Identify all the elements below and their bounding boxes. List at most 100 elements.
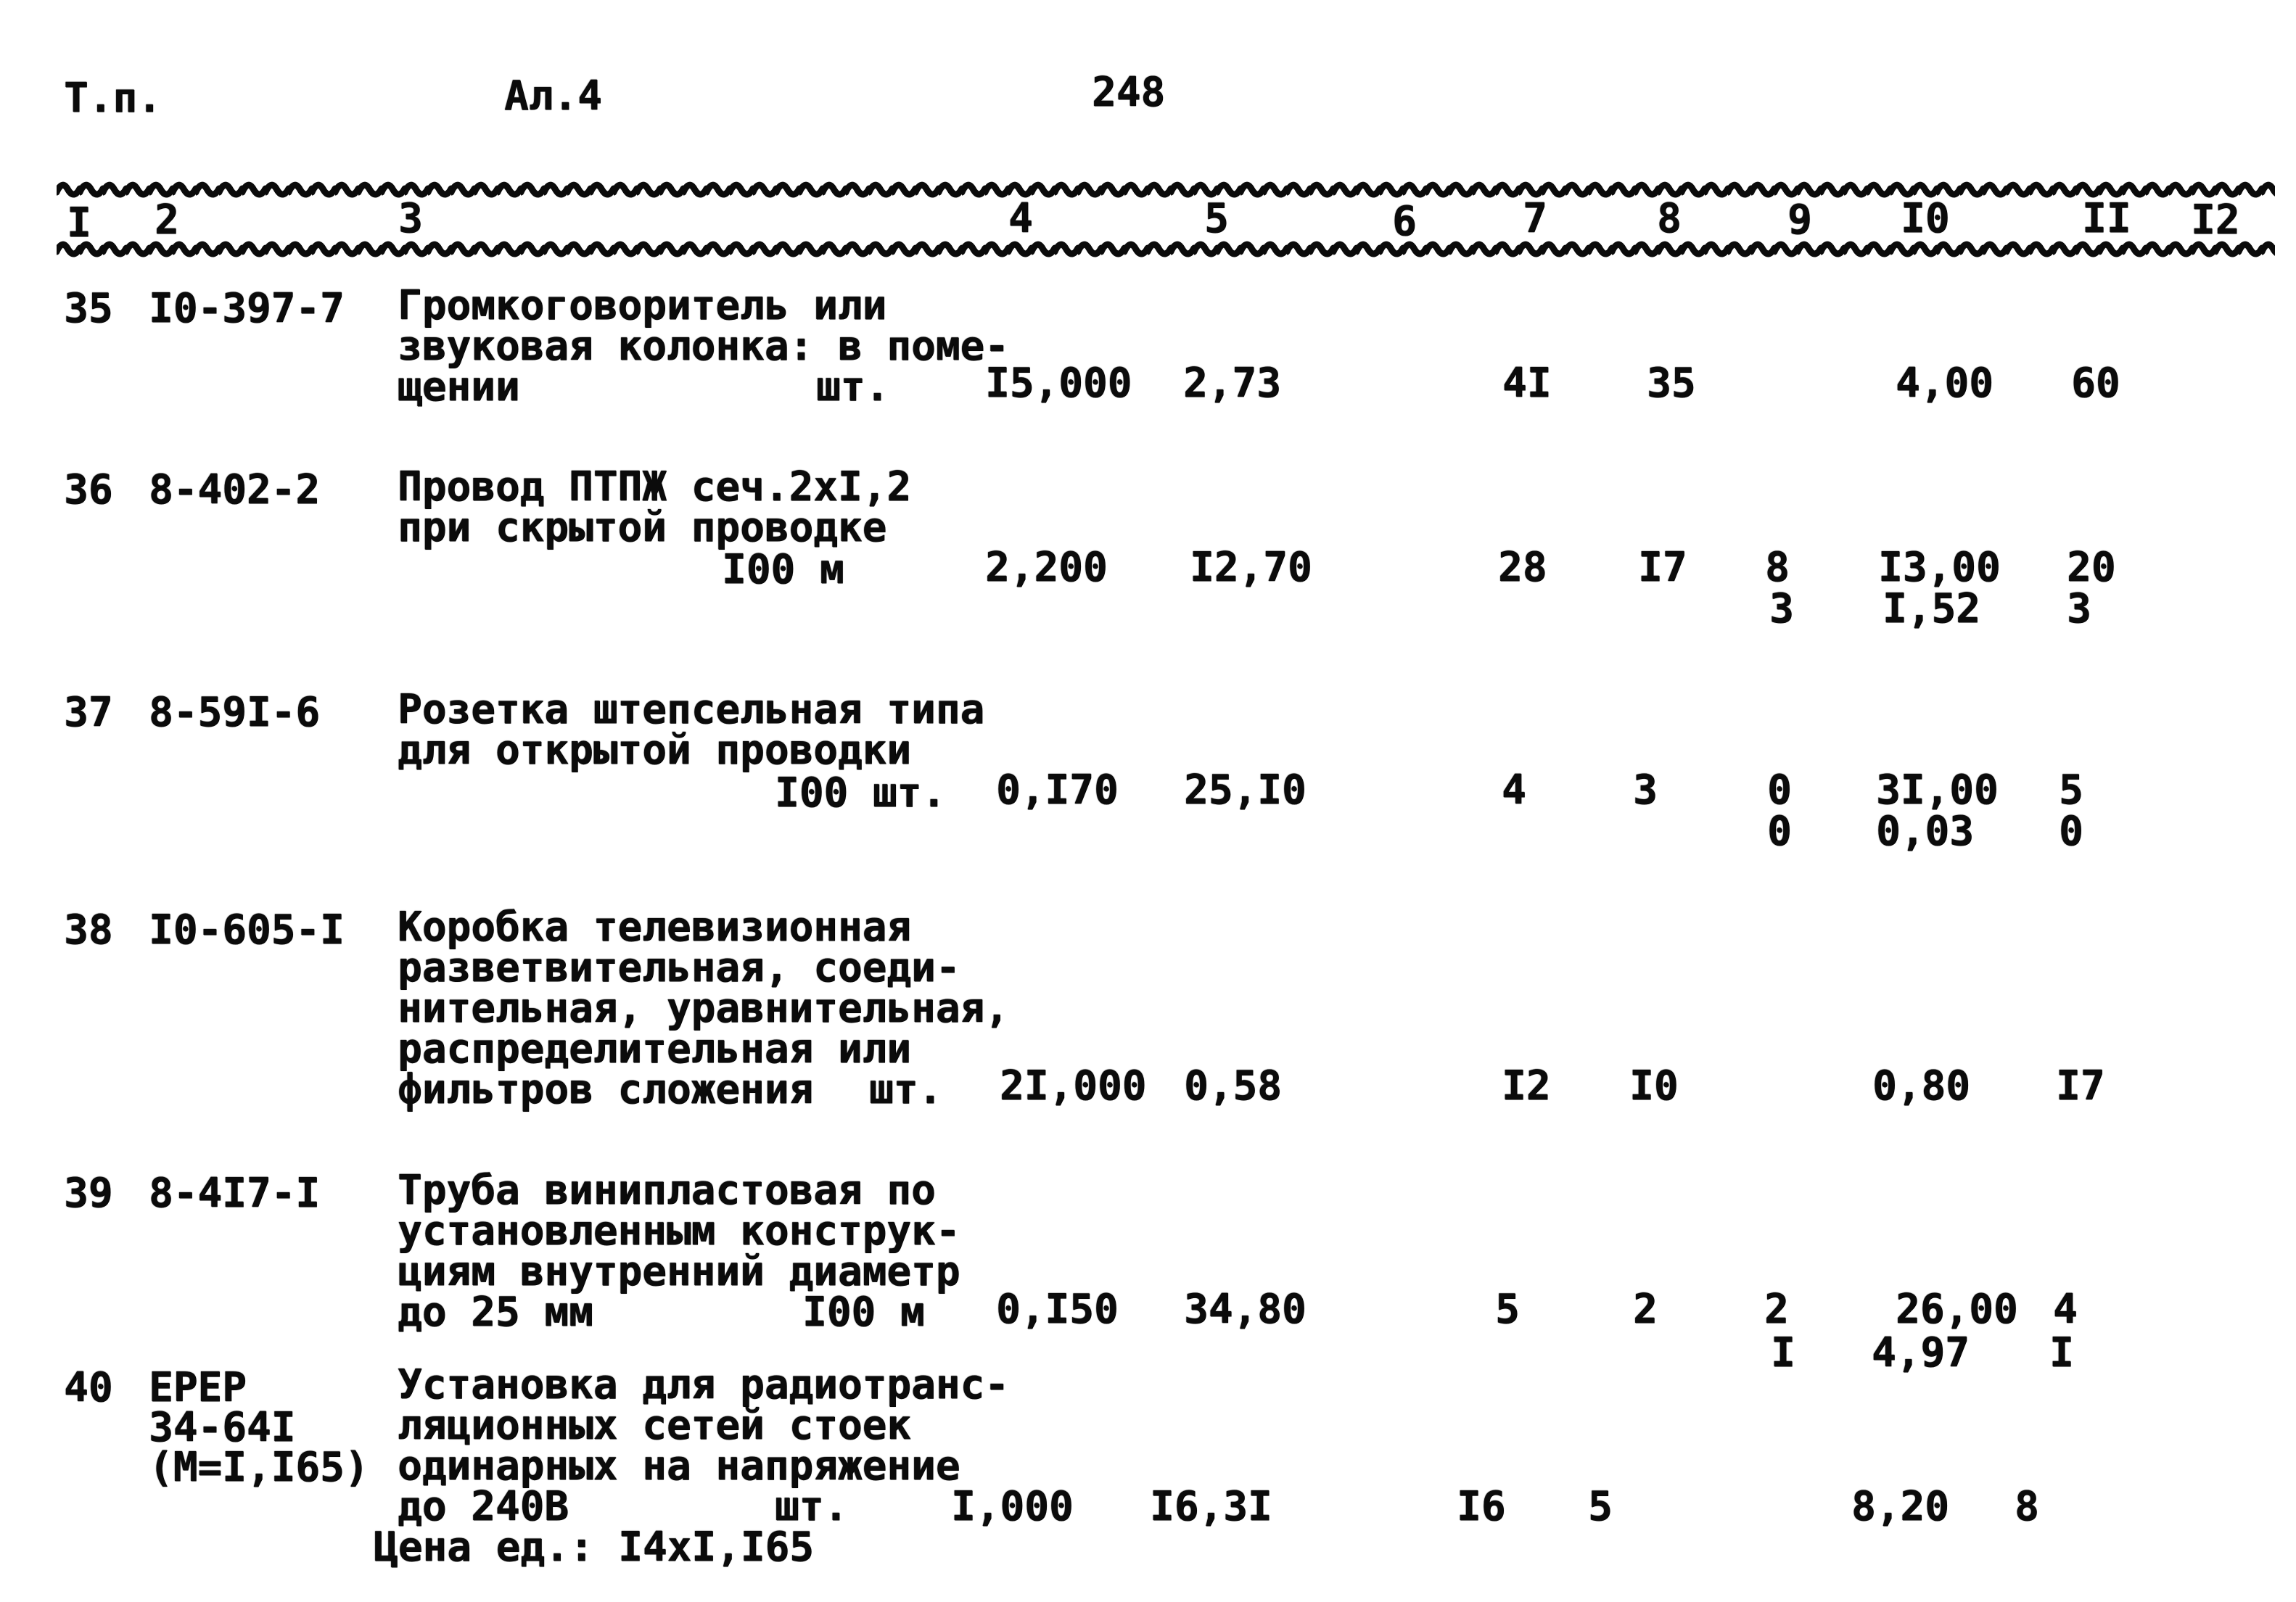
row-36-col9-line-2: 3 <box>1769 585 1794 632</box>
row-38-number: 38 <box>64 907 113 954</box>
row-39-col4-quantity: 0,I50 <box>996 1286 1119 1333</box>
row-38-col10: 0,80 <box>1872 1062 1970 1110</box>
column-header-5: 5 <box>1204 195 1229 242</box>
row-35-code: I0-397-7 <box>149 285 345 332</box>
row-39-col10-line-1: 26,00 <box>1896 1286 2018 1333</box>
row-35-col10: 4,00 <box>1896 360 1993 407</box>
row-39-desc-line-2: установленным конструк- <box>398 1207 960 1255</box>
column-header-4: 4 <box>1008 195 1033 242</box>
row-36-desc-line-1: Провод ПТПЖ сеч.2хI,2 <box>398 463 912 511</box>
page-number: 248 <box>1092 69 1166 116</box>
row-37-col10-line-2: 0,03 <box>1876 808 1974 855</box>
row-35-col4-quantity: I5,000 <box>985 360 1132 407</box>
row-36-col11-line-2: 3 <box>2067 585 2091 632</box>
row-37-col5-price: 25,I0 <box>1184 767 1307 814</box>
row-40-desc-line-4: до 240В <box>398 1483 569 1530</box>
row-36-col5-price: I2,70 <box>1190 544 1312 591</box>
row-36-unit: I00 м <box>722 546 844 593</box>
row-40-code-line-3: (М=I,I65) <box>149 1444 369 1491</box>
row-35-col5-price: 2,73 <box>1183 360 1281 407</box>
row-36-code: 8-402-2 <box>149 466 321 513</box>
row-36-col9-line-1: 8 <box>1765 544 1790 591</box>
row-38-col11: I7 <box>2056 1062 2105 1110</box>
row-39-code: 8-4I7-I <box>149 1170 321 1217</box>
column-header-10: I0 <box>1901 195 1950 242</box>
row-36-col10-line-2: I,52 <box>1883 585 1980 632</box>
row-39-number: 39 <box>64 1170 113 1217</box>
row-39-col5-price: 34,80 <box>1184 1286 1307 1333</box>
row-35-number: 35 <box>64 285 113 332</box>
row-38-unit: шт. <box>869 1066 943 1113</box>
row-37-desc-line-2: для открытой проводки <box>398 727 912 774</box>
row-38-code: I0-605-I <box>149 907 345 954</box>
row-40-col4-quantity: I,000 <box>951 1483 1074 1530</box>
row-38-col4-quantity: 2I,000 <box>1000 1062 1147 1110</box>
row-40-code-line-2: 34-64I <box>149 1404 296 1451</box>
row-37-desc-line-1: Розетка штепсельная типа <box>398 686 985 733</box>
row-39-desc-line-3: циям внутренний диаметр <box>398 1248 960 1295</box>
column-header-6: 6 <box>1392 198 1417 245</box>
row-38-col7: I2 <box>1502 1062 1551 1110</box>
row-37-col10-line-1: 3I,00 <box>1876 767 1999 814</box>
table-top-rule <box>57 178 2275 199</box>
row-38-col8: I0 <box>1629 1062 1679 1110</box>
row-36-col8: I7 <box>1638 544 1687 591</box>
column-header-9: 9 <box>1787 197 1812 244</box>
row-39-col11-line-2: I <box>2049 1329 2074 1376</box>
row-38-col5-price: 0,58 <box>1184 1062 1282 1110</box>
row-35-desc-line-1: Громкоговоритель или <box>398 282 887 329</box>
table-header-rule <box>57 237 2275 259</box>
column-header-12: I2 <box>2191 197 2240 244</box>
row-39-col7: 5 <box>1495 1286 1520 1333</box>
column-header-3: 3 <box>398 195 423 242</box>
row-39-col8: 2 <box>1633 1286 1658 1333</box>
column-header-8: 8 <box>1657 195 1682 242</box>
column-header-11: II <box>2082 195 2131 242</box>
row-40-desc-line-3: одинарных на напряжение <box>398 1442 960 1490</box>
row-37-code: 8-59I-6 <box>149 689 321 736</box>
row-40-col11: 8 <box>2015 1483 2039 1530</box>
row-35-col8: 35 <box>1647 360 1696 407</box>
row-40-col5-price: I6,3I <box>1150 1483 1272 1530</box>
row-37-col8: 3 <box>1633 767 1658 814</box>
row-40-desc-line-2: ляционных сетей стоек <box>398 1402 912 1449</box>
row-37-col4-quantity: 0,I70 <box>996 767 1119 814</box>
row-35-col7: 4I <box>1502 360 1552 407</box>
row-36-col11-line-1: 20 <box>2067 544 2116 591</box>
row-37-col7: 4 <box>1502 767 1526 814</box>
row-39-col10-line-2: 4,97 <box>1872 1329 1970 1376</box>
row-38-desc-line-3: нительная, уравнительная, <box>398 985 1009 1032</box>
row-37-col9-line-2: 0 <box>1767 808 1792 855</box>
row-37-col9-line-1: 0 <box>1767 767 1792 814</box>
row-36-col10-line-1: I3,00 <box>1878 544 2001 591</box>
row-40-desc-line-1: Установка для радиотранс- <box>398 1361 1009 1408</box>
row-35-desc-line-2: звуковая колонка: в поме- <box>398 323 1009 370</box>
row-39-unit: I00 м <box>802 1289 925 1336</box>
row-40-col7: I6 <box>1457 1483 1506 1530</box>
row-38-desc-line-5: фильтров сложения <box>398 1066 814 1113</box>
row-38-desc-line-2: разветвительная, соеди- <box>398 944 960 991</box>
row-40-col8: 5 <box>1588 1483 1613 1530</box>
column-header-2: 2 <box>155 197 179 244</box>
row-37-col11-line-2: 0 <box>2059 808 2083 855</box>
row-39-desc-line-1: Труба винипластовая по <box>398 1167 936 1214</box>
row-36-number: 36 <box>64 466 113 513</box>
row-38-desc-line-4: распределительная или <box>398 1025 912 1073</box>
row-35-desc-line-3: щении <box>398 363 520 410</box>
corner-label: Т.п. <box>64 75 162 122</box>
row-37-number: 37 <box>64 689 113 736</box>
row-38-desc-line-1: Коробка телевизионная <box>398 904 912 951</box>
row-35-col11: 60 <box>2071 360 2120 407</box>
row-39-desc-line-4: до 25 мм <box>398 1289 593 1336</box>
row-37-unit: I00 шт. <box>775 769 947 817</box>
row-36-col4-quantity: 2,200 <box>985 544 1108 591</box>
row-39-col11-line-1: 4 <box>2053 1286 2078 1333</box>
row-40-col10: 8,20 <box>1851 1483 1949 1530</box>
sheet-label: Ал.4 <box>504 73 602 120</box>
column-header-7: 7 <box>1523 195 1547 242</box>
row-40-number: 40 <box>64 1364 113 1411</box>
row-36-desc-line-2: при скрытой проводке <box>398 504 887 551</box>
row-39-col9-line-2: I <box>1771 1329 1795 1376</box>
row-40-price-note: Цена ед.: I4хI,I65 <box>374 1524 814 1571</box>
